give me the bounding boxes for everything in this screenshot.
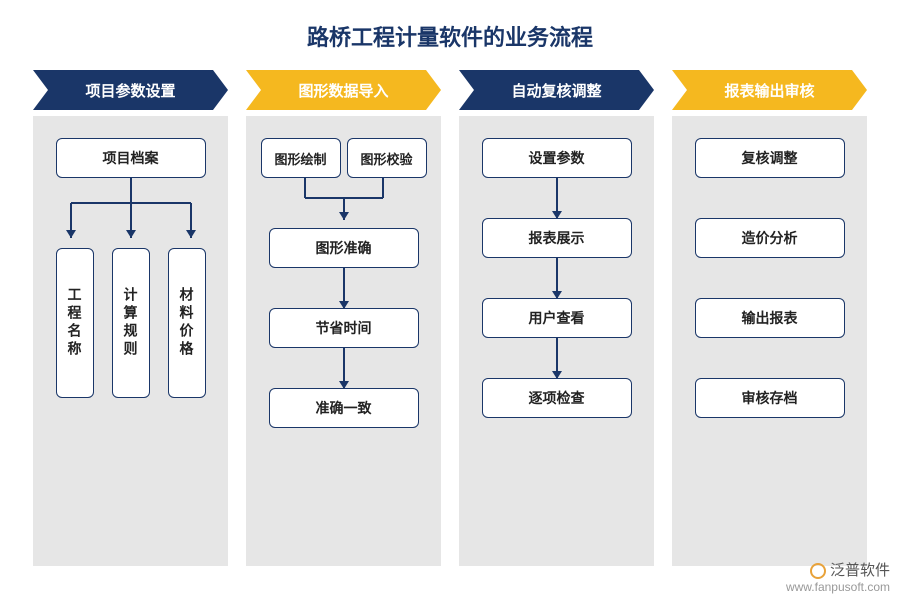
arrow-icon [556, 178, 558, 218]
arrow-icon [556, 258, 558, 298]
col-4-header-label: 报表输出审核 [724, 80, 814, 101]
node-calc-rule: 计算规则 [112, 248, 150, 398]
col-1: 项目参数设置 项目档案 工程名称 计算规则 材料价格 [33, 70, 228, 566]
col-2-header: 图形数据导入 [246, 70, 441, 110]
node-report-show: 报表展示 [482, 218, 632, 258]
node-project-archive: 项目档案 [56, 138, 206, 178]
col-2-panel: 图形绘制 图形校验 图形准确 节省时间 准确一致 [246, 116, 441, 566]
logo-icon [810, 563, 826, 579]
watermark: 泛普软件 www.fanpusoft.com [786, 562, 890, 594]
col-4-header: 报表输出审核 [672, 70, 867, 110]
flow-columns: 项目参数设置 项目档案 工程名称 计算规则 材料价格 [0, 70, 900, 566]
col-3-panel: 设置参数 报表展示 用户查看 逐项检查 [459, 116, 654, 566]
col-1-header: 项目参数设置 [33, 70, 228, 110]
node-cost-analysis: 造价分析 [695, 218, 845, 258]
arrow-icon [556, 338, 558, 378]
col-3: 自动复核调整 设置参数 报表展示 用户查看 逐项检查 [459, 70, 654, 566]
col-2-header-label: 图形数据导入 [298, 80, 388, 101]
node-draw: 图形绘制 [261, 138, 341, 178]
col-4-panel: 复核调整 造价分析 输出报表 审核存档 [672, 116, 867, 566]
node-consistent: 准确一致 [269, 388, 419, 428]
node-project-name: 工程名称 [56, 248, 94, 398]
node-verify: 图形校验 [347, 138, 427, 178]
node-output-report: 输出报表 [695, 298, 845, 338]
col-1-split-connector [46, 178, 216, 248]
arrow-icon [343, 348, 345, 388]
col-4: 报表输出审核 复核调整 造价分析 输出报表 审核存档 [672, 70, 867, 566]
col-1-panel: 项目档案 工程名称 计算规则 材料价格 [33, 116, 228, 566]
node-accurate: 图形准确 [269, 228, 419, 268]
watermark-url: www.fanpusoft.com [786, 580, 890, 594]
col-3-header-label: 自动复核调整 [511, 80, 601, 101]
node-review-adjust: 复核调整 [695, 138, 845, 178]
node-user-view: 用户查看 [482, 298, 632, 338]
page-title: 路桥工程计量软件的业务流程 [0, 0, 900, 70]
col-3-header: 自动复核调整 [459, 70, 654, 110]
col-1-header-label: 项目参数设置 [85, 80, 175, 101]
arrow-icon [343, 268, 345, 308]
col-2-merge-connector [259, 178, 429, 228]
node-save-time: 节省时间 [269, 308, 419, 348]
node-material-price: 材料价格 [168, 248, 206, 398]
col-2: 图形数据导入 图形绘制 图形校验 图形准确 节省时间 准确一致 [246, 70, 441, 566]
node-set-param: 设置参数 [482, 138, 632, 178]
node-item-check: 逐项检查 [482, 378, 632, 418]
watermark-brand: 泛普软件 [830, 562, 890, 580]
node-archive: 审核存档 [695, 378, 845, 418]
